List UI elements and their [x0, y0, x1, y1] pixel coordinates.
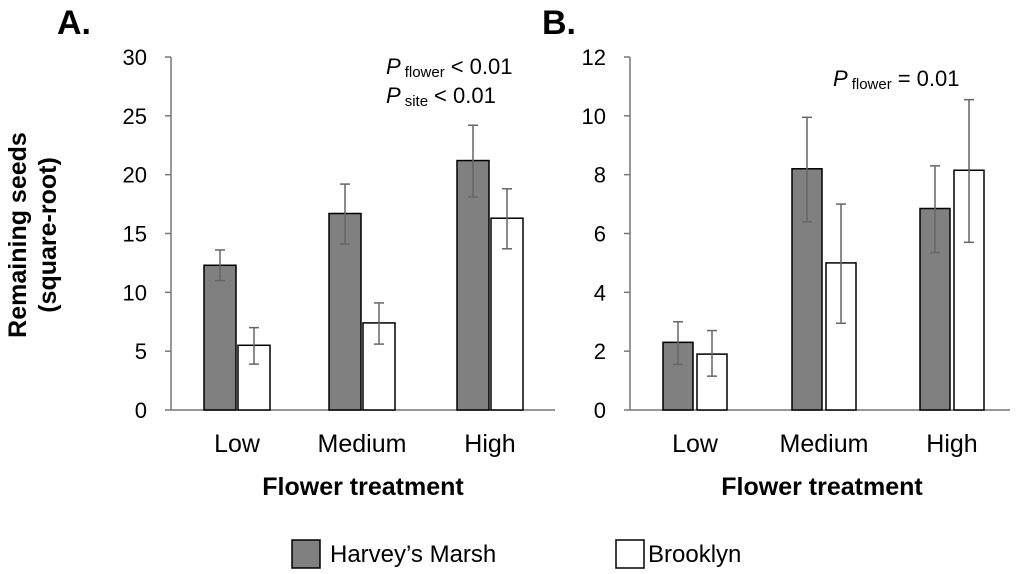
- x-category-label: High: [926, 430, 977, 458]
- x-category-label: High: [464, 430, 515, 458]
- legend-swatch-harveys-marsh: [291, 539, 321, 569]
- y-tick-label: 0: [594, 398, 606, 423]
- x-axis-title: Flower treatment: [721, 473, 923, 501]
- legend-label-harveys-marsh: Harvey’s Marsh: [330, 541, 496, 568]
- legend-swatch-brooklyn: [615, 539, 645, 569]
- x-axis-title: Flower treatment: [262, 473, 464, 501]
- x-category-label: Low: [214, 430, 261, 458]
- y-tick-label: 2: [594, 339, 606, 364]
- x-category-label: Medium: [780, 430, 869, 458]
- panel-label: B.: [542, 4, 576, 42]
- y-tick-label: 0: [135, 398, 147, 423]
- bar-harveys-marsh: [456, 159, 490, 411]
- y-axis-title-line1: Remaining seeds: [4, 132, 32, 338]
- x-category-label: Low: [672, 430, 719, 458]
- y-tick-label: 15: [123, 222, 147, 247]
- legend-label-brooklyn: Brooklyn: [648, 541, 741, 568]
- bar-harveys-marsh: [203, 264, 237, 411]
- y-tick-label: 4: [594, 280, 606, 305]
- y-tick-label: 8: [594, 163, 606, 188]
- x-category-label: Medium: [318, 430, 407, 458]
- y-axis-title-line2: (square-root): [34, 157, 62, 313]
- y-tick-label: 30: [123, 45, 147, 70]
- y-tick-label: 6: [594, 222, 606, 247]
- panel-label: A.: [57, 4, 91, 42]
- y-tick-label: 25: [123, 104, 147, 129]
- y-tick-label: 5: [135, 339, 147, 364]
- y-tick-label: 20: [123, 163, 147, 188]
- y-tick-label: 10: [582, 104, 606, 129]
- y-tick-label: 12: [582, 45, 606, 70]
- y-tick-label: 10: [123, 280, 147, 305]
- legend: Harvey’s Marsh Brooklyn: [291, 539, 741, 569]
